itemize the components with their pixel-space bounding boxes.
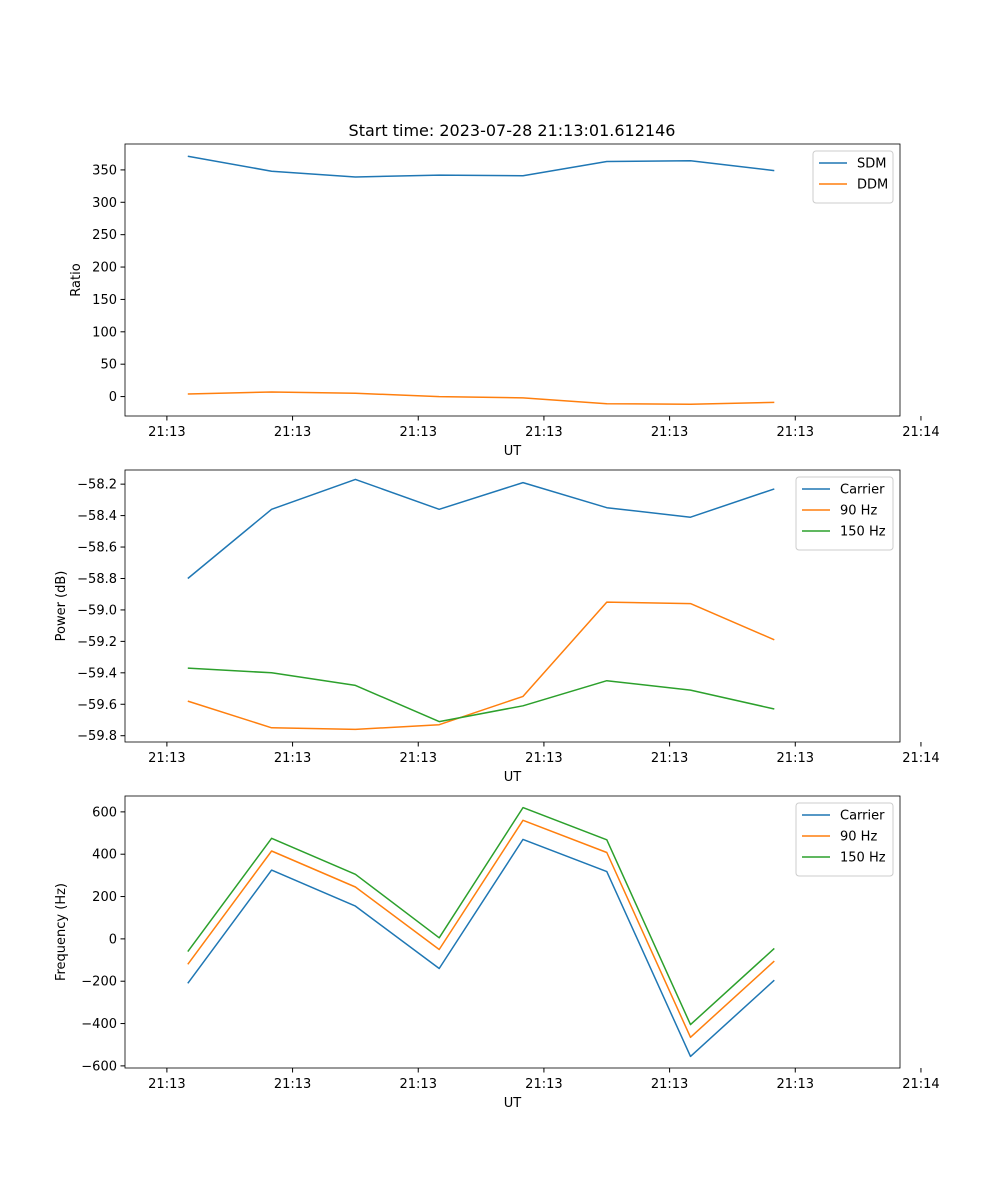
x-tick-label: 21:13 (525, 1077, 562, 1092)
y-tick-label: 300 (92, 196, 117, 211)
x-tick-label: 21:13 (274, 751, 311, 766)
x-tick-label: 21:13 (400, 751, 437, 766)
x-tick-label: 21:13 (148, 751, 185, 766)
axes-frame (124, 795, 901, 1069)
y-tick-label: 100 (92, 325, 117, 340)
y-tick-label: 200 (92, 261, 117, 276)
series-line-90-hz (187, 601, 775, 731)
y-tick-label: −59.4 (77, 666, 117, 681)
legend-box (812, 150, 894, 204)
x-tick-label: 21:14 (902, 425, 939, 440)
y-tick-label: −58.6 (77, 541, 117, 556)
series-line-carrier (187, 838, 775, 1058)
x-tick-label: 21:13 (777, 1077, 814, 1092)
y-tick-label: 0 (109, 932, 117, 947)
chart-2: 21:13 21:13 21:13 21:13 21:13 21:13 21:14 −59.8… (54, 469, 940, 785)
y-tick-label: 200 (92, 890, 117, 905)
y-tick-label: 150 (92, 293, 117, 308)
x-tick-label: 21:13 (651, 1077, 688, 1092)
y-tick-label: −600 (81, 1059, 117, 1074)
x-tick-label: 21:13 (777, 425, 814, 440)
legend-label: DDM (857, 178, 888, 193)
series-line-150-hz (187, 667, 775, 723)
x-tick-label: 21:13 (777, 751, 814, 766)
figure-title: Start time: 2023-07-28 21:13:01.612146 (349, 121, 676, 140)
legend-label: SDM (857, 157, 886, 172)
x-tick-label: 21:13 (274, 425, 311, 440)
series-line-90-hz (187, 819, 775, 1039)
y-tick-label: −58.2 (77, 478, 117, 493)
series-line-carrier (187, 478, 775, 580)
chart-3: 21:13 21:13 21:13 21:13 21:13 21:13 21:14 −600 −… (54, 795, 940, 1111)
x-tick-label: 21:13 (148, 1077, 185, 1092)
x-tick-label: 21:13 (400, 1077, 437, 1092)
axes-frame (124, 469, 901, 743)
y-axis-label: Ratio (69, 263, 84, 296)
x-tick-label: 21:13 (274, 1077, 311, 1092)
x-tick-label: 21:13 (651, 425, 688, 440)
legend-label: Carrier (840, 809, 885, 824)
y-tick-label: −59.6 (77, 698, 117, 713)
y-axis-label: Power (dB) (54, 571, 69, 642)
y-tick-label: −200 (81, 975, 117, 990)
series-line-sdm (187, 155, 775, 178)
x-tick-label: 21:13 (148, 425, 185, 440)
legend-label: 150 Hz (840, 851, 886, 866)
y-tick-label: −58.8 (77, 572, 117, 587)
series-line-ddm (187, 391, 775, 406)
y-tick-label: −400 (81, 1017, 117, 1032)
y-axis-label: Frequency (Hz) (54, 883, 69, 981)
x-tick-label: 21:13 (525, 751, 562, 766)
y-tick-label: 600 (92, 805, 117, 820)
series-line-150-hz (187, 806, 775, 1026)
y-tick-label: 250 (92, 228, 117, 243)
axes-frame (124, 143, 901, 417)
y-tick-label: 350 (92, 163, 117, 178)
legend: Carrier 90 Hz 150 Hz (795, 476, 894, 551)
y-tick-label: −58.4 (77, 509, 117, 524)
y-tick-label: −59.2 (77, 635, 117, 650)
legend-label: 150 Hz (840, 525, 886, 540)
x-axis-label: UT (504, 770, 522, 785)
y-tick-label: 50 (100, 358, 117, 373)
legend: Carrier 90 Hz 150 Hz (795, 802, 894, 877)
y-tick-label: 400 (92, 848, 117, 863)
y-tick-label: 0 (109, 390, 117, 405)
plots: 21:13 21:13 21:13 21:13 21:13 21:13 21:14 0 50 10… (54, 143, 940, 1111)
legend-label: 90 Hz (840, 830, 877, 845)
y-tick-label: −59.8 (77, 729, 117, 744)
legend-label: 90 Hz (840, 504, 877, 519)
x-tick-label: 21:14 (902, 751, 939, 766)
x-tick-label: 21:13 (651, 751, 688, 766)
x-tick-label: 21:13 (525, 425, 562, 440)
chart-1: 21:13 21:13 21:13 21:13 21:13 21:13 21:14 0 50 10… (69, 143, 940, 459)
x-tick-label: 21:14 (902, 1077, 939, 1092)
legend: SDM DDM (812, 150, 894, 204)
legend-label: Carrier (840, 483, 885, 498)
x-axis-label: UT (504, 1096, 522, 1111)
x-axis-label: UT (504, 444, 522, 459)
y-tick-label: −59.0 (77, 603, 117, 618)
x-tick-label: 21:13 (400, 425, 437, 440)
